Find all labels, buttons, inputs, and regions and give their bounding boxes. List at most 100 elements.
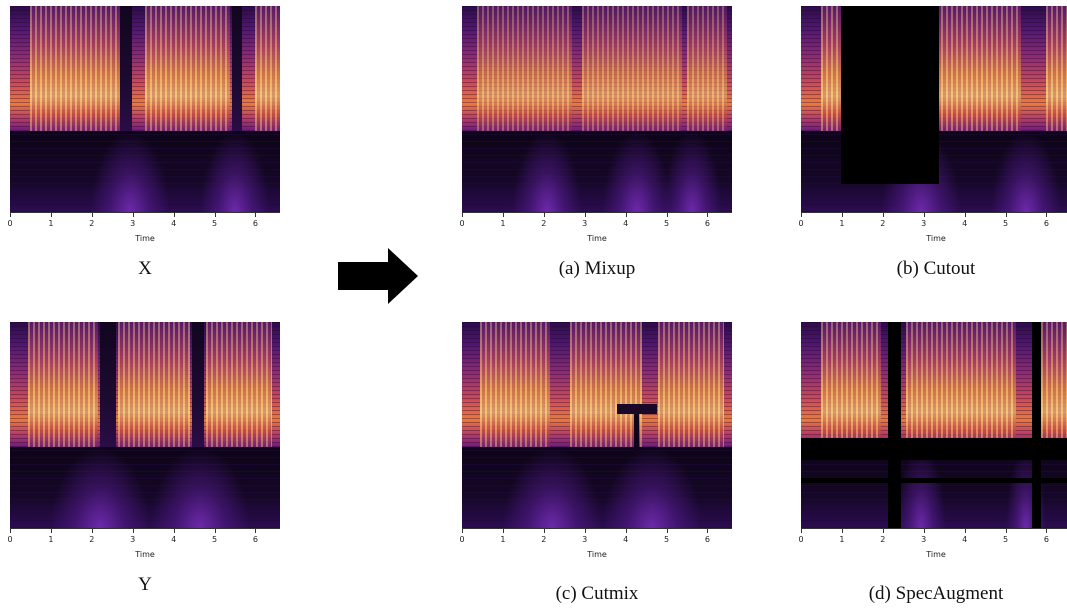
x-tick-label: 5 xyxy=(663,535,670,544)
x-tick-label: 3 xyxy=(130,535,136,544)
x-tick-label: 5 xyxy=(663,219,670,228)
x-tick xyxy=(10,529,11,533)
x-tick xyxy=(543,213,545,217)
x-tick xyxy=(841,213,843,217)
x-axis-line xyxy=(10,212,280,213)
x-axis-label: Time xyxy=(926,550,946,559)
x-tick xyxy=(543,529,545,533)
cutmix-patch-edge xyxy=(634,414,639,454)
x-tick xyxy=(132,529,134,533)
x-tick-label: 3 xyxy=(130,219,136,228)
x-tick-label: 6 xyxy=(1043,535,1049,544)
time-mask-1 xyxy=(888,322,901,528)
x-tick-label: 1 xyxy=(48,219,54,228)
caption-y: Y xyxy=(138,574,152,595)
x-tick xyxy=(1046,529,1048,533)
x-tick xyxy=(625,213,627,217)
x-tick xyxy=(173,529,175,533)
x-tick xyxy=(173,213,175,217)
caption-cutmix: (c) Cutmix xyxy=(555,583,639,604)
x-tick-label: 5 xyxy=(211,219,218,228)
x-tick-label: 6 xyxy=(252,219,258,228)
x-axis-line xyxy=(10,528,280,529)
x-tick xyxy=(462,213,463,217)
x-tick xyxy=(625,529,627,533)
x-tick xyxy=(707,213,709,217)
spectrogram-x xyxy=(10,6,280,212)
x-tick xyxy=(584,529,586,533)
spectrogram-cutout xyxy=(801,6,1067,212)
x-tick xyxy=(1005,529,1007,533)
x-axis-label: Time xyxy=(135,550,155,559)
x-tick xyxy=(1046,213,1048,217)
x-axis-label: Time xyxy=(135,234,155,243)
x-tick-label: 4 xyxy=(962,219,968,228)
x-axis-label: Time xyxy=(587,550,607,559)
x-tick-label: 2 xyxy=(880,219,886,228)
x-tick xyxy=(801,529,802,533)
x-tick-label: 0 xyxy=(459,219,465,228)
x-tick-label: 5 xyxy=(1002,535,1009,544)
x-tick-label: 6 xyxy=(704,219,710,228)
x-tick-label: 4 xyxy=(623,219,629,228)
x-tick-label: 6 xyxy=(704,535,710,544)
x-axis-label: Time xyxy=(926,234,946,243)
x-axis-line xyxy=(801,212,1067,213)
x-tick-label: 2 xyxy=(89,219,95,228)
x-tick xyxy=(584,213,586,217)
caption-mixup: (a) Mixup xyxy=(558,258,636,279)
x-tick xyxy=(132,213,134,217)
x-tick-label: 1 xyxy=(500,535,506,544)
x-tick-label: 6 xyxy=(252,535,258,544)
x-tick-label: 0 xyxy=(7,535,13,544)
x-tick xyxy=(462,529,463,533)
x-tick-label: 6 xyxy=(1043,219,1049,228)
x-axis-line xyxy=(462,528,732,529)
caption-cutout: (b) Cutout xyxy=(896,258,976,279)
spectrogram-mixup xyxy=(462,6,732,212)
x-tick xyxy=(91,529,93,533)
x-tick xyxy=(666,213,668,217)
x-tick-label: 2 xyxy=(89,535,95,544)
x-tick xyxy=(964,213,966,217)
cutout-mask xyxy=(841,6,939,184)
x-tick xyxy=(882,213,884,217)
x-tick xyxy=(50,529,52,533)
spectrogram-cutmix xyxy=(462,322,732,528)
x-tick-label: 0 xyxy=(7,219,13,228)
x-tick xyxy=(91,213,93,217)
x-tick-label: 4 xyxy=(171,219,177,228)
x-tick-label: 5 xyxy=(1002,219,1009,228)
x-tick xyxy=(841,529,843,533)
x-tick xyxy=(255,529,257,533)
x-tick-label: 3 xyxy=(921,535,927,544)
x-tick xyxy=(502,529,504,533)
caption-specaugment: (d) SpecAugment xyxy=(868,583,1004,604)
x-tick-label: 4 xyxy=(623,535,629,544)
x-tick xyxy=(214,529,216,533)
x-tick xyxy=(502,213,504,217)
x-tick-label: 1 xyxy=(839,535,845,544)
caption-x: X xyxy=(138,258,152,279)
x-tick xyxy=(50,213,52,217)
x-tick-label: 5 xyxy=(211,535,218,544)
frequency-mask-2 xyxy=(801,478,1067,483)
x-tick-label: 1 xyxy=(48,535,54,544)
x-tick xyxy=(882,529,884,533)
x-tick-label: 1 xyxy=(839,219,845,228)
x-tick xyxy=(666,529,668,533)
x-tick xyxy=(923,529,925,533)
x-tick-label: 0 xyxy=(798,219,804,228)
time-mask-2 xyxy=(1032,322,1041,528)
x-tick-label: 3 xyxy=(582,535,588,544)
x-tick-label: 1 xyxy=(500,219,506,228)
spectrogram-specaugment xyxy=(801,322,1067,528)
x-axis-label: Time xyxy=(587,234,607,243)
spectrogram-y xyxy=(10,322,280,528)
x-tick xyxy=(1005,213,1007,217)
x-tick-label: 2 xyxy=(880,535,886,544)
x-tick xyxy=(255,213,257,217)
x-axis-line xyxy=(801,528,1067,529)
x-tick xyxy=(10,213,11,217)
x-tick-label: 0 xyxy=(798,535,804,544)
